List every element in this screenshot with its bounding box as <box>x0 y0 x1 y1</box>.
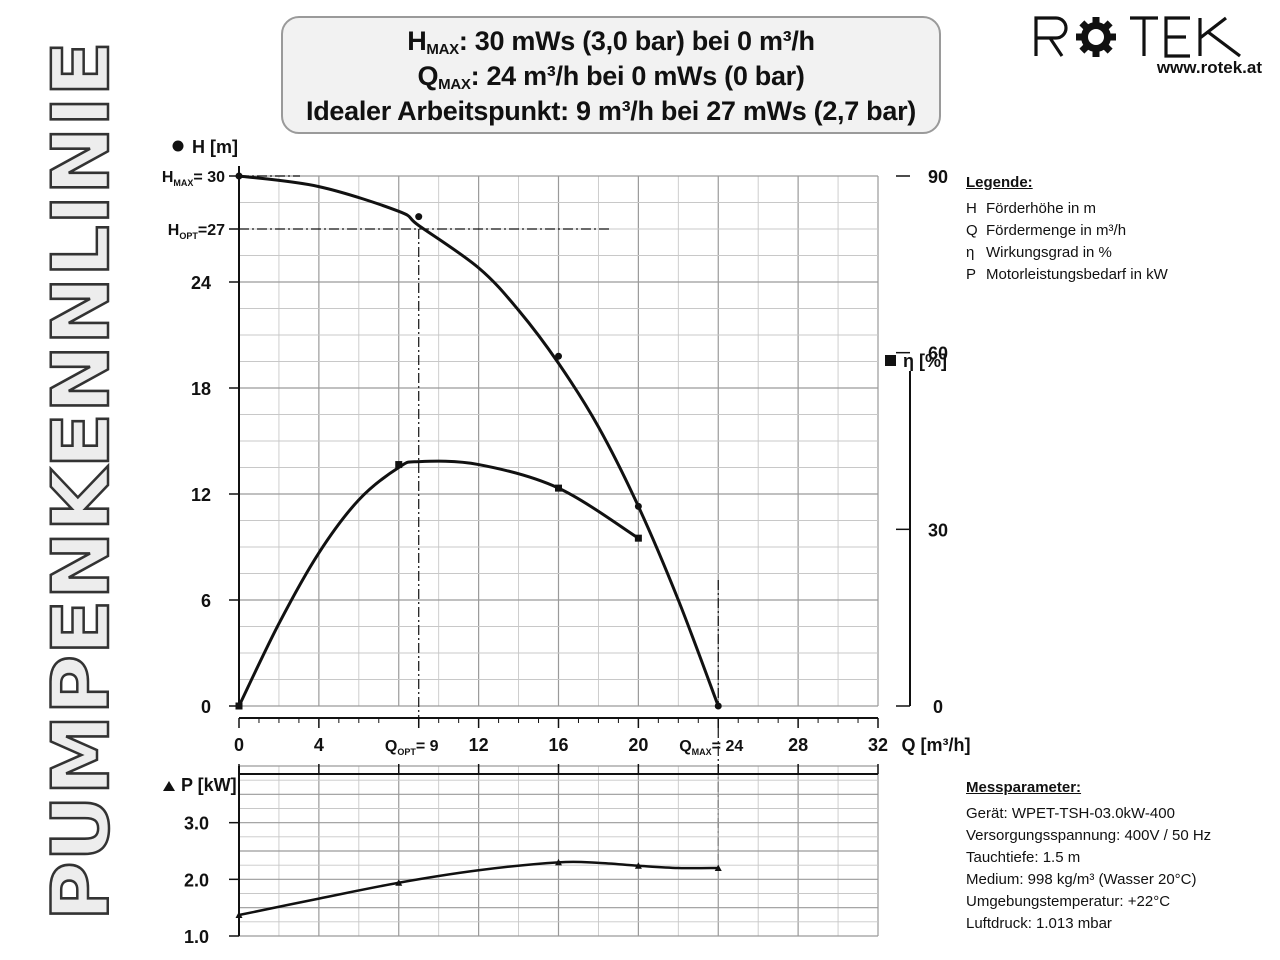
vertical-title: PUMPENKENNLINIE <box>36 40 122 923</box>
data-point-head <box>634 502 642 510</box>
y-tick-label-power: 3.0 <box>184 814 209 834</box>
legend-item: P Motorleistungsbedarf in kW <box>966 266 1168 283</box>
x-tick-label: QMAX= 24 <box>679 738 743 757</box>
measurement-panel: Messparameter: Gerät: WPET-TSH-03.0kW-40… <box>966 777 1211 935</box>
y-tick-label-left: HMAX= 30 <box>162 169 225 188</box>
x-tick-label: 12 <box>469 735 489 755</box>
data-point-power <box>634 862 642 869</box>
logo-letters <box>1034 16 1241 58</box>
data-point-efficiency <box>395 461 403 469</box>
x-tick-label: 16 <box>548 735 568 755</box>
x-axis-title: Q [m³/h] <box>902 735 971 755</box>
vertical-title-text: PUMPENKENNLINIE <box>37 41 122 921</box>
x-tick-label: 32 <box>868 735 888 755</box>
rotek-logo <box>1034 16 1241 58</box>
measurement-item: Umgebungstemperatur: +22°C <box>966 893 1171 910</box>
measurement-item: Luftdruck: 1.013 mbar <box>966 915 1112 932</box>
y-tick-label-left: 6 <box>201 591 211 611</box>
y-axis-title-power: P [kW] <box>181 775 237 795</box>
data-point-efficiency <box>235 702 243 710</box>
y-tick-label-right: 60 <box>928 344 948 364</box>
data-point-head <box>555 352 562 360</box>
measurement-item: Versorgungsspannung: 400V / 50 Hz <box>966 827 1212 844</box>
data-point-efficiency <box>555 484 562 492</box>
power-series-marker-legend <box>163 781 175 791</box>
info-line-operating-point: Idealer Arbeitspunkt: 9 m³/h bei 27 mWs … <box>306 96 916 126</box>
series-line-power <box>238 860 719 917</box>
eta-series-marker-legend <box>885 355 896 366</box>
y-axis-title-right: η [%] <box>903 351 947 371</box>
x-tick-label: 4 <box>314 735 324 755</box>
info-line-hmax: HMAX: 30 mWs (3,0 bar) bei 0 m³/h <box>407 26 815 58</box>
y-tick-label-left: 24 <box>191 273 211 293</box>
data-point-head <box>714 702 722 710</box>
logo-url: www.rotek.at <box>1156 58 1262 77</box>
data-point-power <box>235 911 243 919</box>
legend-item: η Wirkungsgrad in % <box>966 244 1112 261</box>
y-tick-label-left: HOPT=27 <box>168 222 225 241</box>
legend-title: Legende: <box>966 174 1033 191</box>
y-tick-label-power: 1.0 <box>184 927 209 947</box>
y-tick-label-right: 30 <box>928 520 948 540</box>
data-point-head <box>415 213 423 221</box>
legend-item: H Förderhöhe in m <box>966 200 1097 217</box>
y-tick-label-left: 0 <box>201 697 211 717</box>
x-tick-label: QOPT= 9 <box>385 738 439 757</box>
h-series-marker-legend <box>172 140 184 152</box>
measurement-item: Gerät: WPET-TSH-03.0kW-400 <box>966 805 1175 822</box>
data-point-power <box>395 879 403 886</box>
y-tick-label-power: 2.0 <box>184 870 209 890</box>
legend-item: Q Fördermenge in m³/h <box>966 222 1127 239</box>
series-line-head <box>238 174 720 707</box>
data-point-power <box>714 864 722 871</box>
measurement-item: Medium: 998 kg/m³ (Wasser 20°C) <box>966 871 1197 888</box>
y-axis-title-left: H [m] <box>192 137 238 157</box>
y-tick-label-left: 18 <box>191 379 211 399</box>
x-tick-label: 20 <box>628 735 648 755</box>
legend-panel: Legende: H Förderhöhe in m Q Fördermenge i… <box>966 172 1168 286</box>
data-point-head <box>235 172 243 180</box>
info-line-qmax: QMAX: 24 m³/h bei 0 mWs (0 bar) <box>417 61 805 93</box>
info-box: HMAX: 30 mWs (3,0 bar) bei 0 m³/h QMAX: … <box>281 16 941 134</box>
y-tick-label-right: 90 <box>928 167 948 187</box>
y-tick-label-left: 12 <box>191 485 211 505</box>
x-tick-label: 28 <box>788 735 808 755</box>
measurement-title: Messparameter: <box>966 779 1082 796</box>
data-point-efficiency <box>634 534 642 542</box>
gear-icon <box>1076 17 1116 57</box>
x-tick-label: 0 <box>234 735 244 755</box>
y-tick-label-right: 0 <box>933 697 943 717</box>
data-point-power <box>555 858 562 866</box>
measurement-item: Tauchtiefe: 1.5 m <box>966 849 1081 866</box>
